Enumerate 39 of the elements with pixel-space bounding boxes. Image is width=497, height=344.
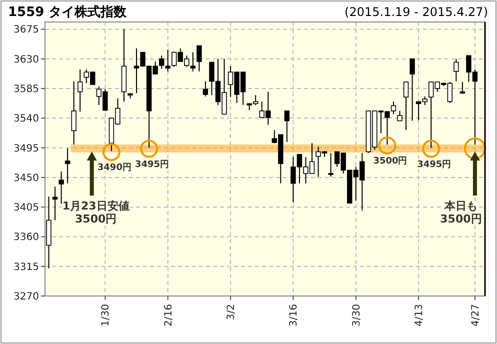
annotation: 3495円 bbox=[135, 158, 170, 170]
y-tick-label: 3495 bbox=[14, 143, 39, 154]
annotation: 3500円 bbox=[373, 156, 408, 167]
candlestick bbox=[52, 186, 58, 221]
annotation: 本日も 3500円 bbox=[440, 200, 482, 226]
candlestick bbox=[460, 81, 466, 94]
y-tick-label: 3315 bbox=[14, 262, 39, 273]
candlestick bbox=[328, 152, 334, 178]
chart-subtitle: (2015.1.19 - 2015.4.27) bbox=[344, 5, 488, 19]
x-tick-label: 3/30 bbox=[351, 304, 362, 326]
candlestick bbox=[410, 58, 415, 122]
y-tick-label: 3585 bbox=[14, 84, 39, 96]
candlestick bbox=[202, 80, 208, 97]
x-tick-label: 4/27 bbox=[470, 304, 482, 326]
candlestick bbox=[71, 80, 76, 146]
candlestick bbox=[403, 81, 409, 131]
y-tick-label: 3270 bbox=[14, 292, 39, 302]
x-tick-label: 3/2 bbox=[226, 304, 238, 320]
y-tick-label: 3540 bbox=[14, 114, 39, 125]
y-tick-label: 3675 bbox=[14, 24, 39, 36]
candlestick bbox=[397, 110, 402, 122]
candlestick bbox=[78, 68, 83, 112]
candlestick bbox=[454, 58, 459, 82]
annotation: 1月23日安値 3500円 bbox=[62, 200, 130, 226]
x-tick-label: 3/16 bbox=[288, 304, 300, 326]
annotation: 3495円 bbox=[417, 158, 452, 170]
y-tick-label: 3405 bbox=[14, 202, 39, 214]
y-tick-label: 3630 bbox=[14, 54, 39, 66]
candlestick bbox=[284, 110, 290, 142]
x-tick-label: 1/30 bbox=[100, 304, 112, 326]
candlestick bbox=[64, 148, 70, 184]
chart-title: 1559 タイ株式指数 bbox=[8, 4, 128, 20]
candlestick bbox=[196, 45, 202, 72]
y-tick-label: 3450 bbox=[14, 172, 39, 184]
x-tick-label: 4/13 bbox=[414, 304, 426, 326]
candlestick bbox=[58, 171, 64, 204]
annotation: 3490円 bbox=[97, 162, 132, 174]
x-tick-label: 2/16 bbox=[163, 304, 174, 326]
y-tick-label: 3360 bbox=[14, 232, 39, 244]
